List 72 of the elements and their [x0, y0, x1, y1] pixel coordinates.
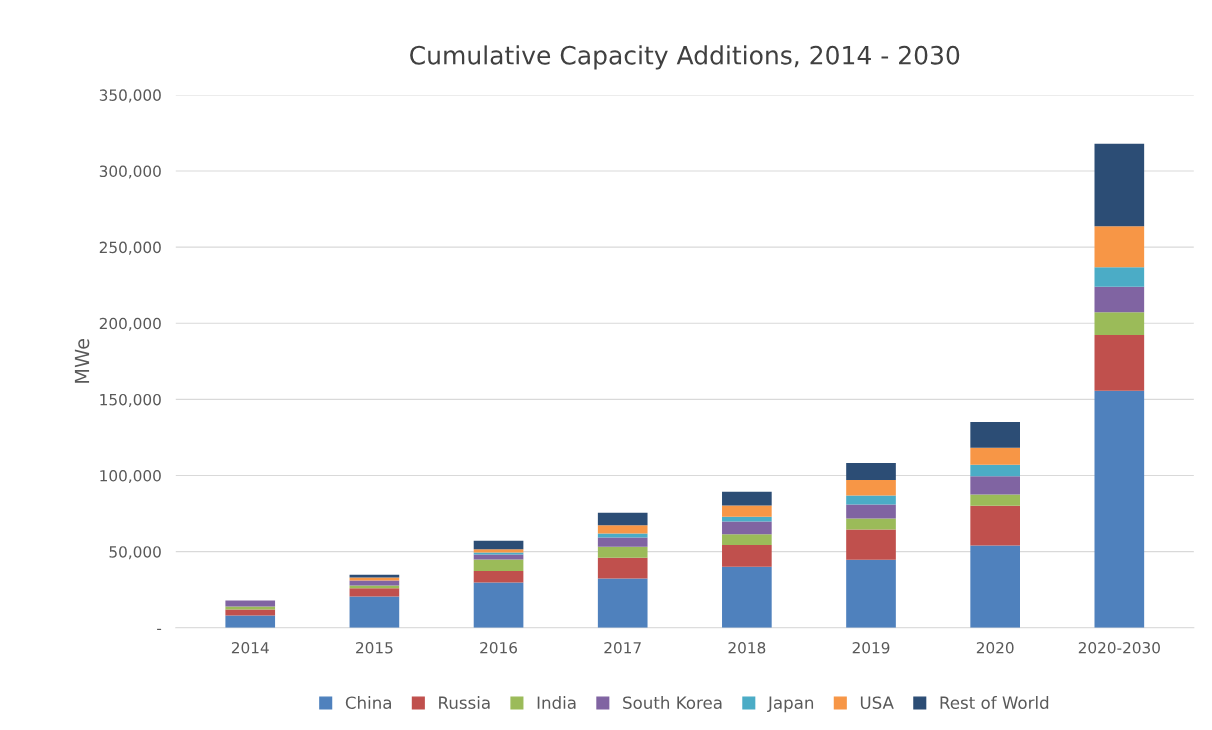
x-tick-label: 2018 — [728, 641, 766, 654]
bar — [1094, 267, 1145, 287]
y-tick-label: 50,000 — [109, 546, 161, 560]
x-tick-label: 2020-2030 — [1078, 641, 1160, 654]
bar — [722, 516, 772, 522]
bar — [846, 495, 896, 505]
y-tick-label: 100,000 — [100, 470, 161, 484]
bar — [1094, 312, 1145, 336]
x-tick-label: 2017 — [604, 641, 641, 654]
bar — [597, 533, 648, 538]
legend-label: South Korea — [623, 696, 722, 709]
bar — [225, 606, 276, 610]
y-tick-label: 300,000 — [99, 165, 161, 179]
bar — [846, 518, 896, 530]
bar — [473, 540, 524, 550]
y-tick-label: 200,000 — [99, 317, 161, 331]
bar — [970, 422, 1020, 448]
bar — [597, 537, 648, 547]
bar — [1094, 335, 1145, 391]
legend-label: USA — [860, 696, 894, 709]
bar — [225, 609, 276, 616]
bar — [846, 480, 896, 496]
bar — [1094, 226, 1145, 268]
bar — [473, 571, 524, 583]
bar — [597, 546, 648, 558]
bar — [722, 545, 772, 567]
bar — [597, 578, 648, 628]
bar — [349, 596, 400, 628]
bar — [597, 525, 648, 534]
legend-label: India — [537, 696, 576, 709]
legend-label: Rest of World — [940, 696, 1049, 709]
bar — [846, 504, 896, 519]
bar — [349, 580, 400, 586]
bar — [473, 559, 524, 572]
bar — [597, 512, 648, 526]
bar — [473, 554, 524, 560]
x-tick-label: 2015 — [356, 641, 393, 654]
x-tick-label: 2014 — [231, 641, 269, 654]
bar — [722, 505, 772, 517]
chart-title: Cumulative Capacity Additions, 2014 - 2030 — [410, 45, 960, 70]
bar — [1094, 143, 1145, 227]
bar — [970, 464, 1020, 477]
y-tick-label: 150,000 — [100, 393, 161, 407]
bar — [349, 588, 400, 597]
y-tick-label: 350,000 — [99, 89, 161, 103]
bar — [970, 505, 1020, 546]
bar — [722, 491, 772, 506]
bar — [970, 545, 1020, 628]
bar — [225, 615, 276, 628]
legend-label: Japan — [767, 696, 814, 713]
y-tick-label: - — [157, 628, 162, 631]
bar — [846, 559, 896, 628]
x-tick-label: 2019 — [852, 641, 890, 654]
bar — [970, 447, 1020, 465]
bar — [722, 521, 772, 535]
x-tick-label: 2020 — [976, 641, 1014, 654]
legend-label: Russia — [439, 696, 490, 709]
bar — [846, 463, 896, 481]
y-tick-label: 250,000 — [99, 241, 161, 255]
bar — [473, 582, 524, 628]
bar — [970, 476, 1020, 495]
bar — [1094, 286, 1145, 313]
bar — [846, 529, 896, 560]
x-tick-label: 2016 — [480, 641, 518, 654]
y-axis-title: MWe — [74, 338, 90, 383]
bar — [722, 566, 772, 628]
bar — [722, 534, 772, 546]
bar — [970, 494, 1020, 506]
bar — [597, 557, 648, 579]
bar — [225, 600, 276, 607]
bar — [1094, 390, 1145, 628]
legend-label: China — [345, 696, 391, 709]
